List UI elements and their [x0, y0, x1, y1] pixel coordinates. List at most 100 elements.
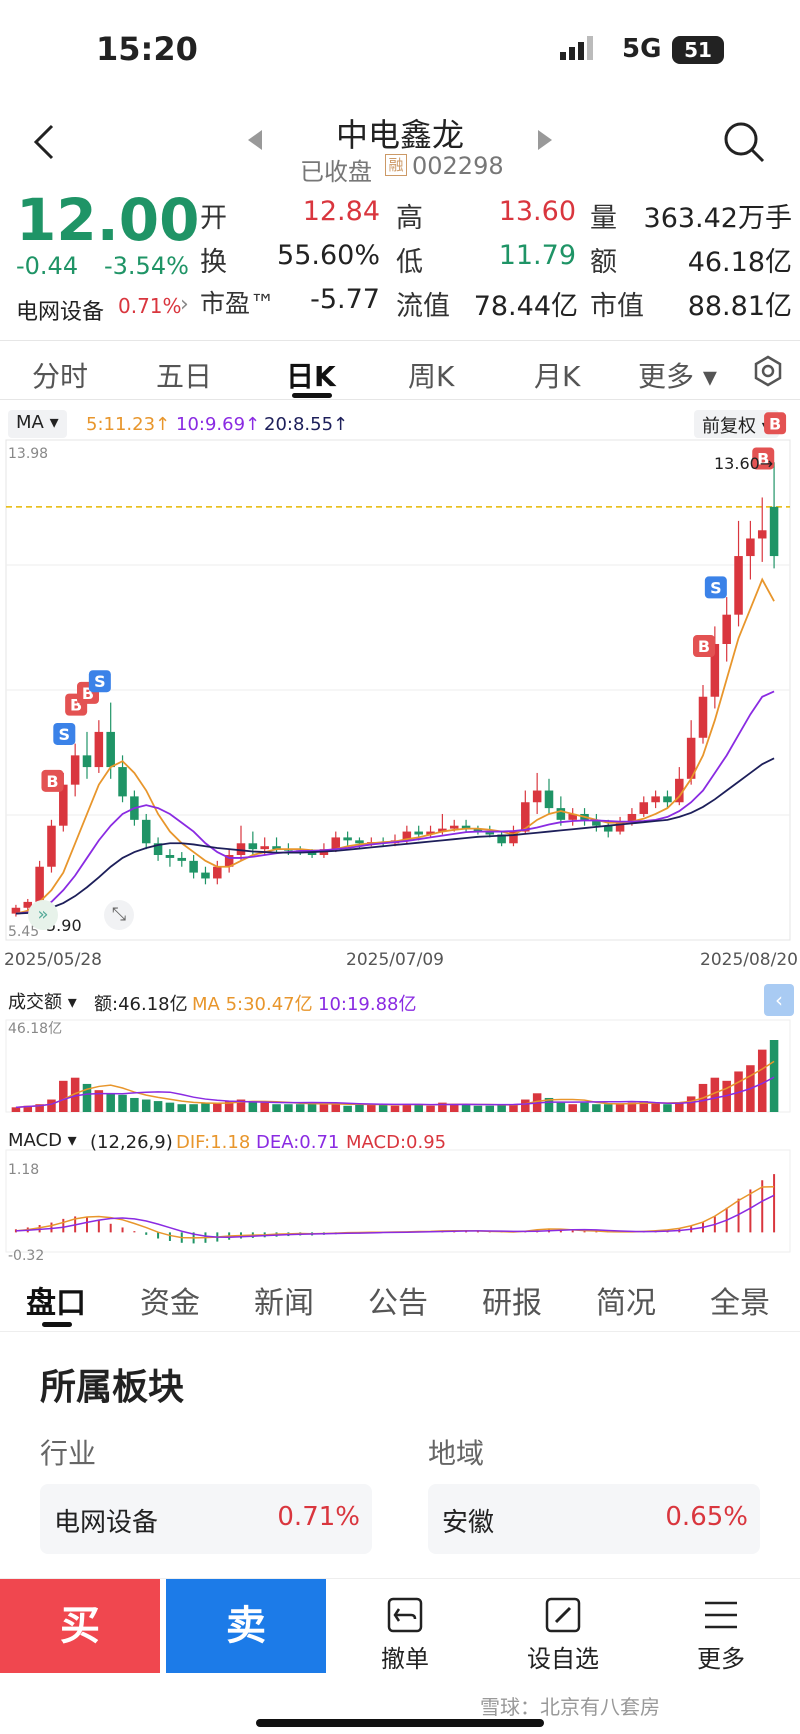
- high-label: 高: [396, 203, 423, 234]
- fullscreen-icon[interactable]: ⤡: [104, 900, 134, 930]
- candle-body: [153, 843, 163, 856]
- home-indicator: [256, 1719, 544, 1727]
- ma20-line: [15, 757, 775, 915]
- candle-body: [627, 813, 637, 823]
- date-end: 2025/08/20: [700, 950, 798, 970]
- tab-funds[interactable]: 资金: [140, 1286, 200, 1321]
- volume-bar: [651, 1102, 660, 1112]
- volume-bar: [544, 1097, 554, 1112]
- tab-handicap[interactable]: 盘口: [26, 1286, 86, 1321]
- add-watchlist-label: 设自选: [527, 1645, 599, 1673]
- volume-bar: [272, 1104, 281, 1112]
- volume-bar: [509, 1104, 518, 1112]
- tab-active-indicator: [292, 393, 332, 398]
- sell-marker: [53, 722, 76, 745]
- candle-body: [521, 802, 530, 832]
- tab-announcements[interactable]: 公告: [368, 1286, 428, 1321]
- prev-stock-icon[interactable]: [248, 130, 262, 154]
- buy-marker-label: B: [757, 449, 769, 468]
- candle-body: [698, 696, 708, 738]
- volume-bar: [556, 1102, 566, 1112]
- cancel-order-button[interactable]: 撤单: [350, 1597, 460, 1674]
- tab-intraday[interactable]: 分时: [32, 360, 89, 393]
- volume-bar: [473, 1105, 483, 1112]
- candle-body: [639, 802, 649, 814]
- settings-icon[interactable]: [752, 355, 784, 391]
- search-icon[interactable]: [722, 120, 766, 168]
- tab-daily-k[interactable]: 日K: [286, 360, 336, 393]
- macd-bottom-value: -0.32: [8, 1248, 45, 1264]
- kline-bottom-price: 5.45: [8, 924, 40, 940]
- tab-profile[interactable]: 简况: [596, 1286, 656, 1321]
- candle-body: [118, 767, 127, 797]
- dea-line: [15, 1194, 775, 1238]
- date-mid: 2025/07/09: [346, 950, 444, 970]
- sell-button[interactable]: 卖: [166, 1579, 326, 1673]
- edit-icon: [545, 1597, 581, 1633]
- candle-body: [544, 790, 554, 809]
- tab-news[interactable]: 新闻: [254, 1286, 314, 1321]
- volume-bar: [70, 1077, 80, 1112]
- volume-bar: [438, 1102, 447, 1112]
- volume-bar: [414, 1104, 423, 1112]
- tab-overview[interactable]: 全景: [710, 1286, 770, 1321]
- info-tabs: 盘口 资金 新闻 公告 研报 简况 全景: [0, 1266, 800, 1332]
- candle-body: [734, 556, 743, 615]
- candle-body: [651, 796, 660, 803]
- collapse-panel-icon[interactable]: ‹: [764, 984, 794, 1016]
- quote-panel: 12.00 -0.44 -3.54% 电网设备 0.71% › 开 12.84 …: [0, 186, 800, 330]
- industry-card[interactable]: 电网设备 0.71%: [40, 1484, 372, 1554]
- candle-body: [426, 831, 435, 835]
- tab-research[interactable]: 研报: [482, 1286, 542, 1321]
- volume-bar: [449, 1104, 459, 1112]
- buy-button[interactable]: 买: [0, 1579, 160, 1673]
- tab-weekly-k[interactable]: 周K: [408, 360, 455, 393]
- next-stock-icon[interactable]: [538, 130, 552, 154]
- candle-body: [497, 834, 506, 844]
- volume-indicator-select[interactable]: 成交额 ▾: [8, 992, 77, 1013]
- volume-bar: [722, 1080, 731, 1112]
- volume-bar: [331, 1104, 341, 1112]
- sector-name[interactable]: 电网设备: [16, 300, 105, 325]
- candle-body: [272, 846, 281, 850]
- region-card[interactable]: 安徽 0.65%: [428, 1484, 760, 1554]
- turnover-label: 换: [200, 247, 227, 278]
- network-label: 5G: [622, 34, 662, 64]
- macd-dif: DIF:1.18: [176, 1132, 251, 1153]
- more-button[interactable]: 更多: [666, 1597, 776, 1674]
- sector-pct[interactable]: 0.71%: [118, 294, 182, 318]
- volume-ma5: MA 5:30.47亿: [192, 994, 313, 1015]
- ma20-value: 20:8.55↑: [264, 414, 349, 435]
- volume-ma10: 10:19.88亿: [318, 994, 417, 1015]
- volume-bar: [213, 1102, 222, 1112]
- volume-bar: [568, 1104, 577, 1112]
- buy-marker-label: B: [769, 414, 781, 433]
- market-cap-value: 88.81亿: [687, 291, 792, 322]
- tab-five-day[interactable]: 五日: [156, 360, 213, 393]
- tab-monthly-k[interactable]: 月K: [534, 360, 581, 393]
- candle-body: [343, 837, 352, 841]
- indicator-select[interactable]: MA ▾: [8, 410, 67, 438]
- candle-body: [769, 506, 779, 557]
- macd-value: MACD:0.95: [346, 1132, 447, 1153]
- tab-more[interactable]: 更多 ▾: [638, 360, 717, 393]
- volume-bar: [165, 1102, 175, 1112]
- industry-label: 行业: [40, 1437, 97, 1470]
- macd-indicator-select[interactable]: MACD ▾: [8, 1130, 77, 1151]
- volume-bar: [307, 1102, 317, 1112]
- volume-bar: [521, 1099, 530, 1112]
- scroll-left-icon[interactable]: »: [28, 900, 58, 930]
- ma5-line: [15, 577, 775, 915]
- price-change: -0.44: [16, 252, 79, 280]
- add-watchlist-button[interactable]: 设自选: [508, 1597, 618, 1674]
- volume-bar: [367, 1104, 376, 1112]
- volume-bar: [130, 1097, 139, 1112]
- candle-body: [532, 790, 542, 803]
- macd-params: (12,26,9): [90, 1132, 173, 1153]
- back-icon[interactable]: [30, 122, 60, 166]
- volume-bar: [177, 1104, 187, 1112]
- sector-chevron-icon[interactable]: ›: [180, 292, 189, 317]
- volume-bar: [378, 1104, 388, 1112]
